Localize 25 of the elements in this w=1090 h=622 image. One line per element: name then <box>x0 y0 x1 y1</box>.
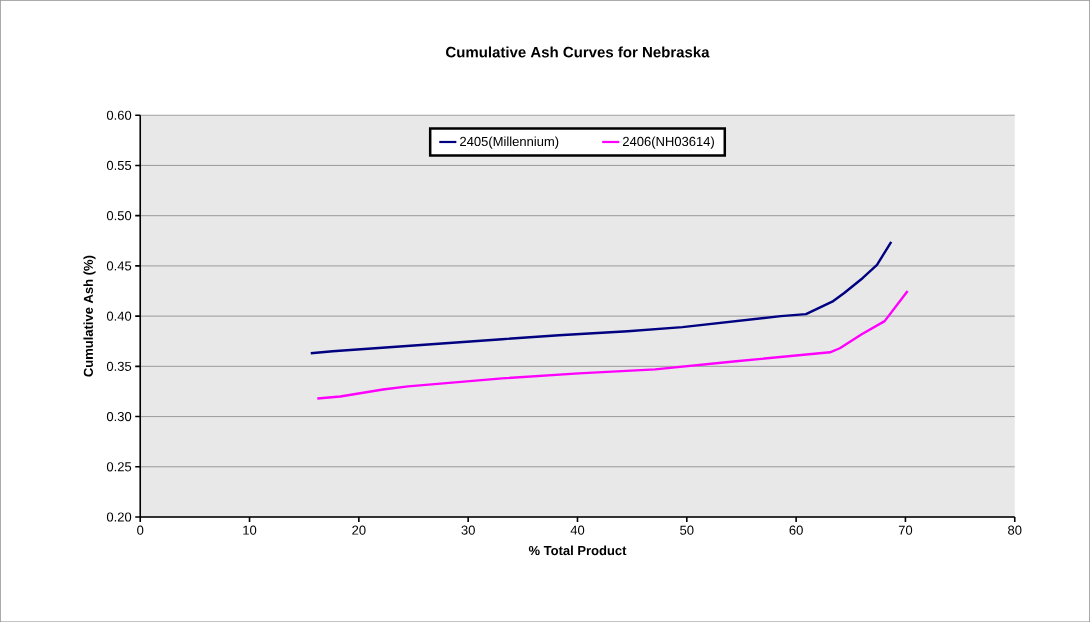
x-axis-title: % Total Product <box>528 545 627 556</box>
x-tick-label: 60 <box>789 525 803 535</box>
legend-label: 2406(NH03614) <box>622 136 714 149</box>
y-tick-label: 0.35 <box>106 361 132 371</box>
y-tick-label: 0.50 <box>106 210 132 221</box>
y-tick-label: 0.45 <box>106 261 132 271</box>
legend-label: 2405(Millennium) <box>460 136 559 149</box>
x-tick-label: 40 <box>570 525 585 535</box>
line-series <box>309 240 893 355</box>
x-tick-label: 0 <box>137 525 144 535</box>
x-tick-label: 10 <box>243 525 257 535</box>
y-tick-label: 0.25 <box>106 462 132 472</box>
y-tick-label: 0.55 <box>106 160 132 170</box>
y-tick-label: 0.60 <box>106 110 132 120</box>
x-tick-label: 20 <box>352 525 366 535</box>
y-tick-label: 0.40 <box>106 311 132 321</box>
y-tick-label: 0.20 <box>106 512 132 522</box>
y-tick-label: 0.30 <box>106 411 132 422</box>
x-tick-label: 70 <box>898 525 913 535</box>
y-axis-title: Cumulative Ash (%) <box>83 255 96 377</box>
line-series <box>316 289 909 400</box>
x-tick-label: 80 <box>1008 525 1022 535</box>
x-tick-label: 50 <box>680 525 694 535</box>
chart-title: Cumulative Ash Curves for Nebraska <box>446 46 710 58</box>
x-tick-label: 30 <box>461 525 475 535</box>
